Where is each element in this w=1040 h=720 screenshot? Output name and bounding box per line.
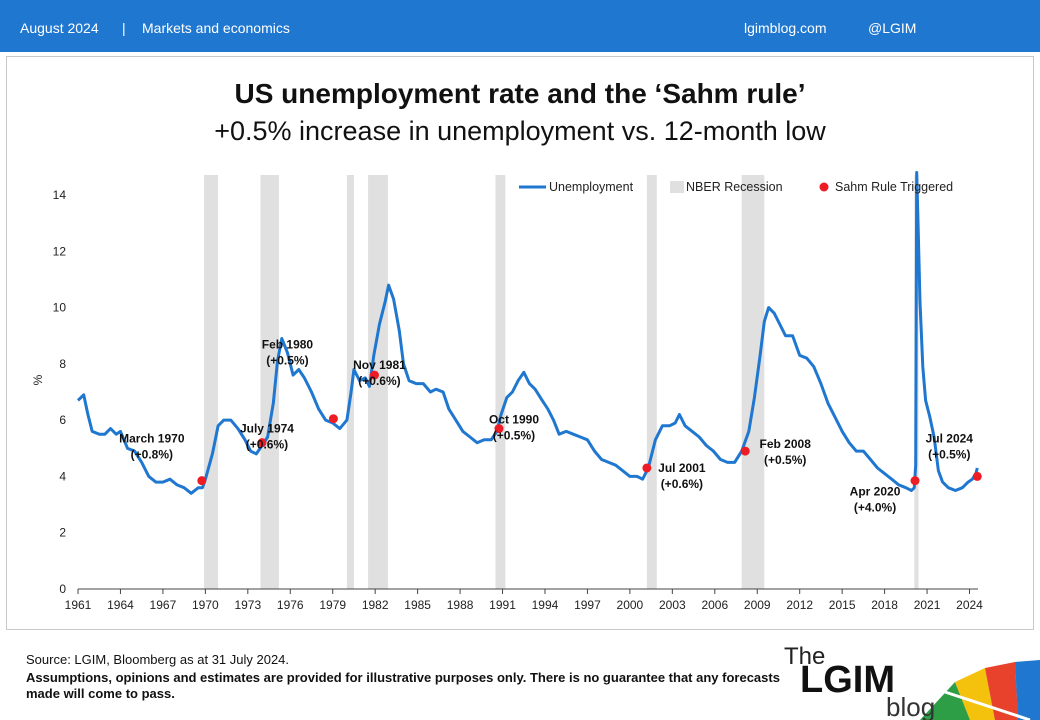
sahm-date-6: Feb 2008 <box>760 437 812 451</box>
sahm-annotations: March 1970 (+0.8%) July 1974 (+0.6%) Feb 198… <box>119 338 973 515</box>
legend-sahm-swatch <box>819 182 829 192</box>
header-site-link[interactable]: lgimblog.com <box>744 20 827 36</box>
sahm-date-7: Apr 2020 <box>850 485 901 499</box>
header-date: August 2024 <box>20 20 99 36</box>
x-tick-label-7: 1982 <box>362 598 389 612</box>
sahm-trigger-points <box>197 370 982 486</box>
legend-recession-swatch <box>670 181 684 193</box>
lgim-blog-logo: The LGIM blog <box>784 643 1040 720</box>
chart-subtitle: +0.5% increase in unemployment vs. 12-mo… <box>214 116 826 146</box>
x-tick-label-12: 1997 <box>574 598 601 612</box>
x-tick-label-20: 2021 <box>914 598 941 612</box>
y-axis-label: % <box>31 374 45 385</box>
x-tick-label-15: 2006 <box>701 598 728 612</box>
sahm-date-0: March 1970 <box>119 432 185 446</box>
x-tick-label-11: 1994 <box>532 598 559 612</box>
x-tick-label-9: 1988 <box>447 598 474 612</box>
x-tick-label-5: 1976 <box>277 598 304 612</box>
recession-band-1 <box>260 175 279 589</box>
x-tick-label-1: 1964 <box>107 598 134 612</box>
header-handle-link[interactable]: @LGIM <box>868 20 917 36</box>
x-tick-label-21: 2024 <box>956 598 983 612</box>
legend-recession: NBER Recession <box>686 180 783 194</box>
sahm-date-4: Oct 1990 <box>489 413 539 427</box>
sahm-change-4: (+0.5%) <box>493 429 535 443</box>
x-tick-label-16: 2009 <box>744 598 771 612</box>
sahm-point-7 <box>910 476 920 486</box>
footer: Source: LGIM, Bloomberg as at 31 July 20… <box>0 630 1040 720</box>
header-separator: | <box>122 20 126 36</box>
header-section-link[interactable]: Markets and economics <box>142 20 290 36</box>
y-tick-label-3: 6 <box>59 413 66 427</box>
chart-title: US unemployment rate and the ‘Sahm rule’ <box>234 78 806 109</box>
x-axis-ticks: 1961 1964 1967 1970 1973 1976 1979 1982 1985 1988… <box>65 589 983 612</box>
sahm-point-6 <box>740 446 750 456</box>
y-tick-label-6: 12 <box>53 244 67 258</box>
sahm-date-1: July 1974 <box>240 422 294 436</box>
y-tick-label-0: 0 <box>59 582 66 596</box>
sahm-change-3: (+0.6%) <box>358 374 400 388</box>
x-tick-label-13: 2000 <box>617 598 644 612</box>
x-tick-label-19: 2018 <box>871 598 898 612</box>
unemployment-line <box>76 171 979 495</box>
x-tick-label-0: 1961 <box>65 598 92 612</box>
x-tick-label-10: 1991 <box>489 598 516 612</box>
logo-the: The <box>784 643 825 670</box>
legend-unemployment: Unemployment <box>549 180 634 194</box>
y-tick-label-4: 8 <box>59 357 66 371</box>
sahm-change-5: (+0.6%) <box>661 477 703 491</box>
recession-band-4 <box>495 175 506 589</box>
legend: Unemployment NBER Recession Sahm Rule Tr… <box>519 180 953 194</box>
recession-band-5 <box>646 175 657 589</box>
sahm-point-3 <box>369 370 379 380</box>
y-tick-label-7: 14 <box>53 188 67 202</box>
sahm-change-2: (+0.5%) <box>266 354 308 368</box>
y-axis-ticks: 0 2 4 6 8 10 12 14 <box>53 188 67 596</box>
recession-band-2 <box>346 175 354 589</box>
legend-sahm: Sahm Rule Triggered <box>835 180 953 194</box>
sahm-change-0: (+0.8%) <box>131 448 173 462</box>
sahm-date-8: Jul 2024 <box>926 431 974 445</box>
sahm-point-8 <box>972 471 982 481</box>
logo-blog: blog <box>886 692 935 720</box>
y-tick-label-2: 4 <box>59 469 66 483</box>
sahm-change-8: (+0.5%) <box>928 447 970 461</box>
umbrella-icon <box>920 660 1040 720</box>
x-tick-label-17: 2012 <box>786 598 813 612</box>
logo-lgim: LGIM <box>800 659 895 701</box>
disclaimer: Assumptions, opinions and estimates are … <box>26 670 780 701</box>
sahm-point-4 <box>494 424 504 434</box>
sahm-point-1 <box>257 438 267 448</box>
recession-band-3 <box>368 175 388 589</box>
y-tick-label-5: 10 <box>53 301 67 315</box>
sahm-date-5: Jul 2001 <box>658 461 706 475</box>
sahm-date-3: Nov 1981 <box>353 358 406 372</box>
y-tick-label-1: 2 <box>59 526 66 540</box>
x-tick-label-6: 1979 <box>319 598 346 612</box>
source-note: Source: LGIM, Bloomberg as at 31 July 20… <box>26 652 290 667</box>
x-tick-label-4: 1973 <box>234 598 261 612</box>
x-tick-label-8: 1985 <box>404 598 431 612</box>
x-tick-label-18: 2015 <box>829 598 856 612</box>
x-tick-label-3: 1970 <box>192 598 219 612</box>
recession-bands <box>203 175 919 589</box>
x-tick-label-14: 2003 <box>659 598 686 612</box>
sahm-change-1: (+0.6%) <box>246 438 288 452</box>
x-tick-label-2: 1967 <box>150 598 177 612</box>
top-banner: August 2024 | Markets and economics lgim… <box>0 0 1040 52</box>
recession-band-0 <box>203 175 219 589</box>
recession-band-6 <box>741 175 765 589</box>
sahm-point-0 <box>197 476 207 486</box>
sahm-change-6: (+0.5%) <box>764 453 806 467</box>
sahm-date-2: Feb 1980 <box>262 338 314 352</box>
chart-frame <box>6 56 1034 630</box>
sahm-point-5 <box>642 463 652 473</box>
sahm-point-2 <box>328 414 338 424</box>
sahm-change-7: (+4.0%) <box>854 501 896 515</box>
